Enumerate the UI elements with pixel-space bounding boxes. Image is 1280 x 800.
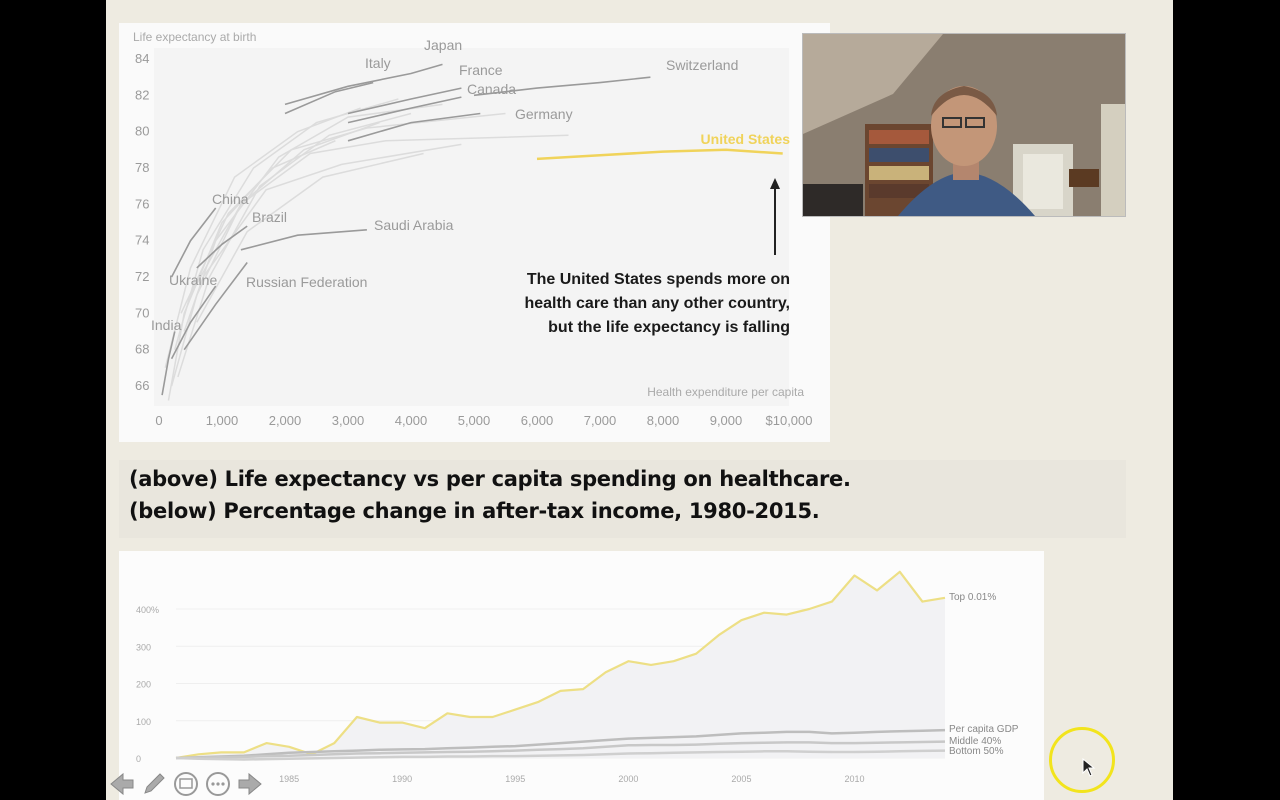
y-tick-label: 0 [136, 754, 141, 764]
y-tick-label: 200 [136, 680, 151, 690]
country-label: Saudi Arabia [374, 217, 454, 233]
country-label: Canada [467, 81, 516, 97]
series-line-saudi-arabia [240, 229, 367, 251]
x-tick-label: 2000 [618, 774, 638, 784]
y-tick-label: 400% [136, 605, 159, 615]
x-tick-label: 8,000 [647, 413, 680, 428]
x-tick-label: 1985 [279, 774, 299, 784]
country-label: Russian Federation [246, 274, 367, 290]
y-tick-label: 66 [135, 378, 149, 393]
annotation-arrowhead [770, 178, 780, 189]
series-line-canada [347, 96, 462, 124]
background-country-line [180, 112, 506, 314]
life-expectancy-chart: Life expectancy at birth 84 82 80 78 76 74 72 70… [119, 23, 830, 442]
presentation-toolbar [108, 768, 268, 800]
country-label: Italy [365, 55, 391, 71]
annotation-text-line: health care than any other country, [524, 295, 790, 312]
series-line-china [170, 207, 217, 278]
x-tick-label: $10,000 [766, 413, 813, 428]
next-slide-icon[interactable] [236, 770, 264, 798]
webcam-video [802, 33, 1126, 217]
series-label: Middle 40% [949, 736, 1001, 747]
country-label: Ukraine [169, 272, 217, 288]
y-tick-label: 78 [135, 160, 149, 175]
country-label: Japan [424, 37, 462, 53]
income-change-chart-svg: 400% 300 200 100 0 1985 1990 1995 2000 2005 2010 To… [136, 570, 1019, 784]
x-tick-label: 4,000 [395, 413, 428, 428]
background-country-line [196, 152, 424, 323]
y-tick-label: 80 [135, 124, 149, 139]
background-country-line [202, 143, 462, 278]
series-line-italy [284, 81, 374, 115]
country-label: India [151, 317, 182, 333]
y-tick-label: 84 [135, 51, 149, 66]
x-tick-label: 1990 [392, 774, 412, 784]
background-country-line [189, 134, 569, 296]
presenter-video-frame [803, 34, 1125, 216]
series-line-india [161, 331, 176, 396]
series-line-bottom-50- [175, 749, 946, 761]
x-tick-label: 5,000 [458, 413, 491, 428]
y-tick-label: 82 [135, 87, 149, 102]
annotation-text-line: The United States spends more on [527, 271, 790, 288]
series-label: Bottom 50% [949, 746, 1004, 757]
country-label: Switzerland [666, 57, 738, 73]
x-tick-label: 7,000 [584, 413, 617, 428]
y-tick-label: 300 [136, 642, 151, 652]
series-line-per-capita-gdp [175, 728, 946, 760]
series-line-france [347, 87, 462, 115]
series-line-middle-40- [175, 740, 946, 760]
plot-area [154, 48, 789, 406]
x-tick-label: 3,000 [332, 413, 365, 428]
more-options-icon[interactable] [204, 770, 232, 798]
background-country-line [164, 107, 361, 369]
life-expectancy-chart-svg: Life expectancy at birth 84 82 80 78 76 74 72 70… [133, 30, 813, 428]
background-country-line [183, 103, 443, 332]
income-change-chart: 400% 300 200 100 0 1985 1990 1995 2000 2005 2010 To… [119, 551, 1044, 800]
series-line-united-states [536, 148, 783, 161]
series-label: Top 0.01% [949, 592, 996, 603]
x-tick-label: 2010 [845, 774, 865, 784]
country-label: France [459, 62, 503, 78]
country-label: China [212, 191, 249, 207]
slides-grid-icon[interactable] [172, 770, 200, 798]
mouse-pointer-icon [1082, 758, 1096, 777]
x-tick-label: 1,000 [206, 413, 239, 428]
cursor-highlight-ring [1049, 727, 1115, 793]
y-tick-label: 68 [135, 342, 149, 357]
chart-title: Life expectancy at birth [133, 30, 256, 44]
country-label: Germany [515, 106, 573, 122]
y-tick-label: 76 [135, 196, 149, 211]
country-label: Brazil [252, 209, 287, 225]
series-line-brazil [196, 225, 248, 269]
y-tick-label: 72 [135, 269, 149, 284]
series-line-germany [347, 112, 481, 142]
series-line-japan [284, 63, 443, 106]
x-tick-label: 2005 [731, 774, 751, 784]
y-tick-label: 100 [136, 717, 151, 727]
annotation-text-line: but the life expectancy is falling [548, 319, 790, 336]
series-line-ukraine [170, 285, 217, 360]
slide-caption: (above) Life expectancy vs per capita sp… [119, 460, 1126, 538]
x-tick-label: 9,000 [710, 413, 743, 428]
previous-slide-icon[interactable] [108, 770, 136, 798]
country-label: United States [701, 131, 791, 147]
pen-icon[interactable] [140, 770, 168, 798]
x-tick-label: 0 [155, 413, 162, 428]
series-line-switzerland [473, 76, 651, 97]
y-tick-label: 70 [135, 305, 149, 320]
x-axis-label: Health expenditure per capita [647, 385, 804, 399]
x-tick-label: 2,000 [269, 413, 302, 428]
x-tick-label: 6,000 [521, 413, 554, 428]
x-tick-label: 1995 [505, 774, 525, 784]
series-label: Per capita GDP [949, 724, 1019, 735]
series-line-russian-federation [183, 262, 248, 351]
caption-line-1: (above) Life expectancy vs per capita sp… [129, 467, 851, 491]
background-country-line [174, 98, 399, 350]
y-tick-label: 74 [135, 233, 149, 248]
caption-line-2: (below) Percentage change in after-tax i… [129, 499, 820, 523]
top-series-area [176, 571, 945, 758]
